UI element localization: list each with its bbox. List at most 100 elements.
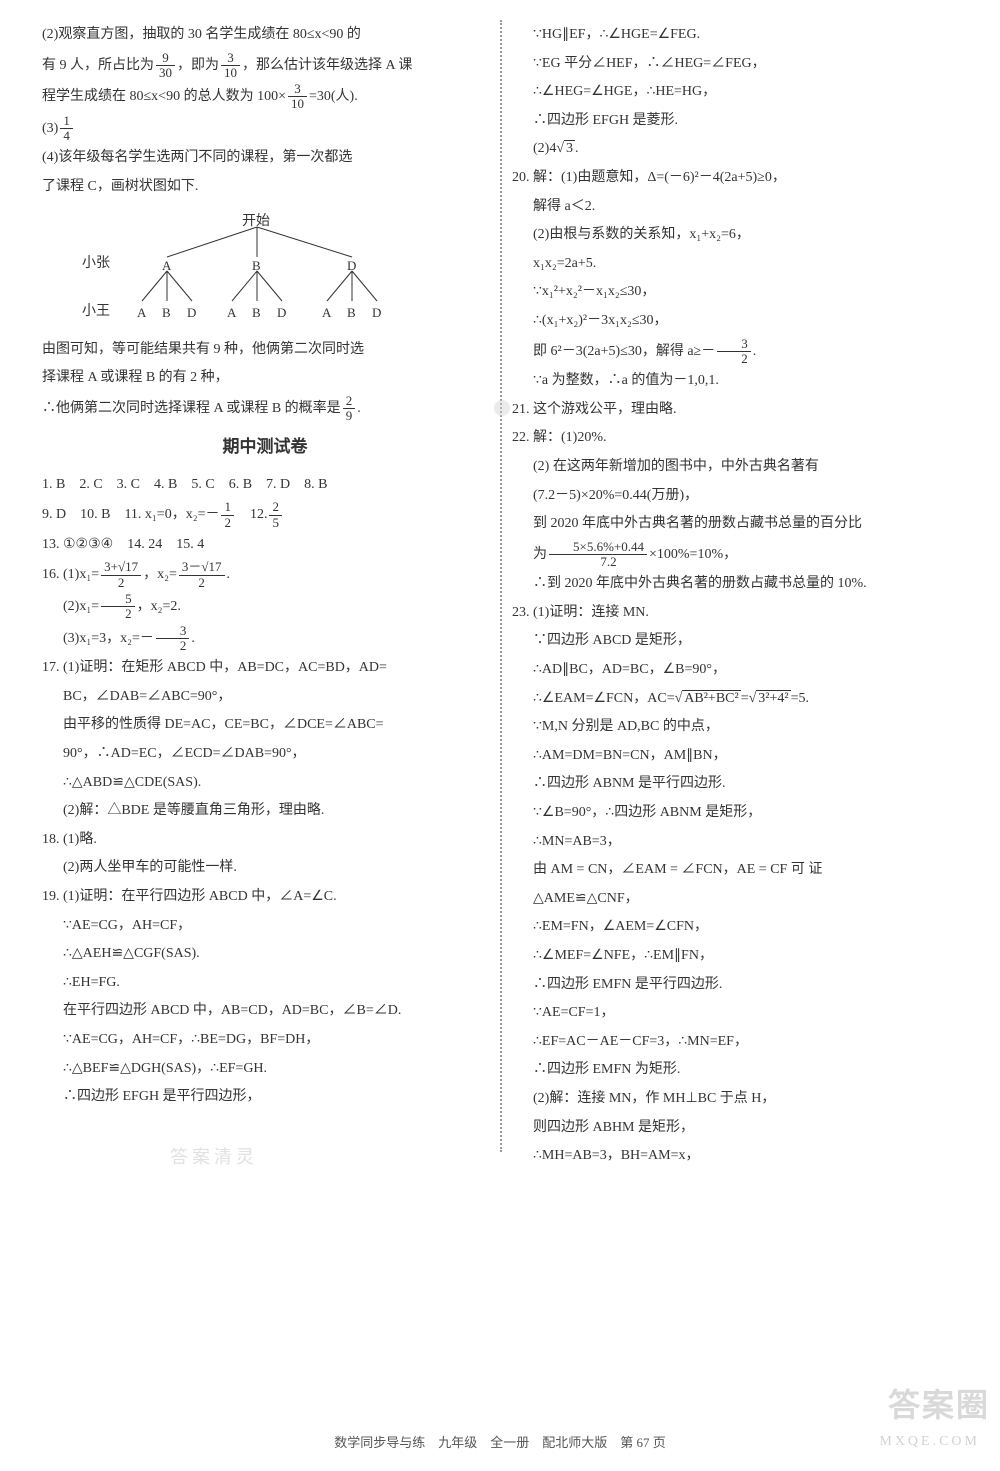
text-line: ∵AE=CG，AH=CF，∴BE=DG，BF=DH， bbox=[42, 1027, 488, 1054]
tree-root: 开始 bbox=[242, 209, 270, 236]
text: 有 9 人，所占比为 bbox=[42, 58, 154, 73]
text-line: 90°，∴AD=EC，∠ECD=∠DAB=90°， bbox=[42, 741, 488, 768]
text-line: △AME≌△CNF， bbox=[512, 886, 958, 913]
text-line: 18. (1)略. bbox=[42, 827, 488, 854]
text-line: ∵a 为整数，∴a 的值为－1,0,1. bbox=[512, 368, 958, 395]
column-divider bbox=[500, 20, 502, 1152]
text-line: (2)解：连接 MN，作 MH⊥BC 于点 H， bbox=[512, 1086, 958, 1113]
answer-line: (2)x₁=52，x₂=2. bbox=[42, 592, 488, 622]
text: (3)x₁=3，x₂=－ bbox=[63, 631, 154, 646]
tree-diagram: 开始 小张 小王 A B D A B D A B D A B D bbox=[42, 209, 488, 329]
text-line: 22. 解：(1)20%. bbox=[512, 425, 958, 452]
fraction: 3+√172 bbox=[101, 560, 141, 590]
text: (2)4 bbox=[533, 141, 556, 156]
answer-line: 1. B 2. C 3. C 4. B 5. C 6. B 7. D 8. B bbox=[42, 472, 488, 499]
text-line: (3)14 bbox=[42, 114, 488, 144]
text: 16. (1)x₁= bbox=[42, 567, 99, 582]
text: ×100%=10%， bbox=[649, 547, 737, 562]
text-line: 由平移的性质得 DE=AC，CE=BC，∠DCE=∠ABC= bbox=[42, 712, 488, 739]
text-line: ∵AE=CF=1， bbox=[512, 1000, 958, 1027]
tree-label: 小张 bbox=[82, 251, 110, 278]
fraction: 14 bbox=[60, 114, 73, 144]
text: ∴他俩第二次同时选择课程 A 或课程 B 的概率是 bbox=[42, 401, 341, 416]
text-line: x₁x₂=2a+5. bbox=[512, 251, 958, 278]
right-column: ∵HG∥EF，∴∠HGE=∠FEG. ∵EG 平分∠HEF，∴∠HEG=∠FEG… bbox=[500, 20, 970, 1172]
fraction: 930 bbox=[156, 51, 175, 81]
text-line: ∴(x₁+x₂)²－3x₁x₂≤30， bbox=[512, 308, 958, 335]
text-line: 有 9 人，所占比为930，即为310，那么估计该年级选择 A 课 bbox=[42, 51, 488, 81]
text: . bbox=[191, 631, 195, 646]
sqrt: AB²+BC² bbox=[682, 690, 740, 706]
fraction: 32 bbox=[717, 337, 751, 367]
text-line: ∴EM=FN，∠AEM=∠CFN， bbox=[512, 914, 958, 941]
tree-node: B bbox=[252, 301, 261, 326]
text-line: 解得 a＜2. bbox=[512, 194, 958, 221]
left-column: (2)观察直方图，抽取的 30 名学生成绩在 80≤x<90 的 有 9 人，所… bbox=[30, 20, 500, 1172]
text: 9. D 10. B 11. x₁=0，x₂=－ bbox=[42, 507, 219, 522]
text-line: ∵AE=CG，AH=CF， bbox=[42, 913, 488, 940]
tree-node: D bbox=[187, 301, 196, 326]
text: 程学生成绩在 80≤x<90 的总人数为 100× bbox=[42, 89, 286, 104]
text-line: 则四边形 ABHM 是矩形， bbox=[512, 1115, 958, 1142]
text-line: 23. (1)证明：连接 MN. bbox=[512, 600, 958, 627]
text: 即 6²－3(2a+5)≤30，解得 a≥－ bbox=[533, 344, 715, 359]
answer-line: 9. D 10. B 11. x₁=0，x₂=－12 12.25 bbox=[42, 500, 488, 530]
text-line: 择课程 A 或课程 B 的有 2 种， bbox=[42, 365, 488, 392]
text: ，即为 bbox=[177, 58, 219, 73]
tree-label: 小王 bbox=[82, 299, 110, 326]
fraction: 52 bbox=[101, 592, 135, 622]
text-line: 程学生成绩在 80≤x<90 的总人数为 100×310=30(人). bbox=[42, 82, 488, 112]
text-line: ∴四边形 EMFN 为矩形. bbox=[512, 1057, 958, 1084]
tree-node: A bbox=[322, 301, 331, 326]
text: 12. bbox=[236, 507, 268, 522]
text-line: ∴四边形 ABNM 是平行四边形. bbox=[512, 771, 958, 798]
text-line: 17. (1)证明：在矩形 ABCD 中，AB=DC，AC=BD，AD= bbox=[42, 655, 488, 682]
text-line: 即 6²－3(2a+5)≤30，解得 a≥－32. bbox=[512, 337, 958, 367]
tree-node: B bbox=[347, 301, 356, 326]
text-line: ∴MH=AB=3，BH=AM=x， bbox=[512, 1143, 958, 1170]
text-line: 到 2020 年底中外古典名著的册数占藏书总量的百分比 bbox=[512, 511, 958, 538]
text-line: ∴AD∥BC，AD=BC，∠B=90°， bbox=[512, 657, 958, 684]
text-line: 为5×5.6%+0.447.2×100%=10%， bbox=[512, 540, 958, 570]
text-line: ∴△ABD≌△CDE(SAS). bbox=[42, 770, 488, 797]
text-line: ∴EH=FG. bbox=[42, 970, 488, 997]
text-line: 19. (1)证明：在平行四边形 ABCD 中，∠A=∠C. bbox=[42, 884, 488, 911]
tree-node: A bbox=[227, 301, 236, 326]
text-line: ∴△BEF≌△DGH(SAS)，∴EF=GH. bbox=[42, 1056, 488, 1083]
fraction: 310 bbox=[288, 82, 307, 112]
text-line: ∴MN=AB=3， bbox=[512, 829, 958, 856]
text: ，那么估计该年级选择 A 课 bbox=[242, 58, 412, 73]
text-line: ∴他俩第二次同时选择课程 A 或课程 B 的概率是29. bbox=[42, 394, 488, 424]
text-line: 21. 这个游戏公平，理由略. bbox=[512, 397, 958, 424]
watermark-mid: 答案清灵 bbox=[170, 1140, 258, 1174]
text-line: 20. 解：(1)由题意知，Δ=(－6)²－4(2a+5)≥0， bbox=[512, 165, 958, 192]
text-line: (2)两人坐甲车的可能性一样. bbox=[42, 855, 488, 882]
fraction: 3－√172 bbox=[179, 560, 225, 590]
answer-line: 16. (1)x₁=3+√172，x₂=3－√172. bbox=[42, 560, 488, 590]
text-line: (2)由根与系数的关系知，x₁+x₂=6， bbox=[512, 222, 958, 249]
text-line: ∴四边形 EMFN 是平行四边形. bbox=[512, 972, 958, 999]
text-line: ∴∠HEG=∠HGE，∴HE=HG， bbox=[512, 79, 958, 106]
text-line: 由图可知，等可能结果共有 9 种，他俩第二次同时选 bbox=[42, 337, 488, 364]
text-line: ∵x₁²+x₂²－x₁x₂≤30， bbox=[512, 279, 958, 306]
text: =30(人). bbox=[309, 89, 358, 104]
text-line: (2)4√3. bbox=[512, 136, 958, 163]
text: =5. bbox=[791, 691, 809, 706]
text: (3) bbox=[42, 121, 58, 136]
text: . bbox=[227, 567, 231, 582]
text-line: (2) 在这两年新增加的图书中，中外古典名著有 bbox=[512, 454, 958, 481]
fraction: 5×5.6%+0.447.2 bbox=[549, 540, 647, 570]
text-line: ∵∠B=90°，∴四边形 ABNM 是矩形， bbox=[512, 800, 958, 827]
tree-node: B bbox=[252, 254, 261, 279]
text-line: ∴△AEH≌△CGF(SAS). bbox=[42, 941, 488, 968]
tree-node: A bbox=[162, 254, 171, 279]
watermark: 答案圈 bbox=[888, 1375, 990, 1436]
text: . bbox=[753, 344, 757, 359]
text: . bbox=[357, 401, 361, 416]
tree-node: A bbox=[137, 301, 146, 326]
text-line: ∵M,N 分别是 AD,BC 的中点， bbox=[512, 714, 958, 741]
page-footer: 数学同步导与练 九年级 全一册 配北师大版 第 67 页 bbox=[0, 1431, 1000, 1456]
text-line: (7.2－5)×20%=0.44(万册)， bbox=[512, 483, 958, 510]
text-line: ∴四边形 EFGH 是菱形. bbox=[512, 108, 958, 135]
text-line: ∴四边形 EFGH 是平行四边形， bbox=[42, 1084, 488, 1111]
